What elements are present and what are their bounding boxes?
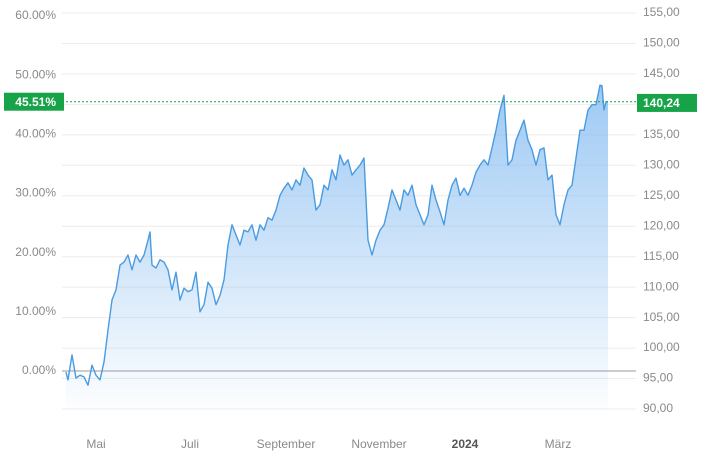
y2-tick-label: 155,00 — [643, 5, 680, 19]
y-tick-label: 10.00% — [15, 304, 56, 318]
y2-tick-label: 105,00 — [643, 310, 680, 324]
current-price-badge — [637, 93, 697, 112]
y-tick-label: 30.00% — [15, 186, 56, 200]
current-percent-label: 45.51% — [15, 95, 56, 109]
y2-tick-label: 130,00 — [643, 157, 680, 171]
area — [66, 85, 608, 409]
y2-tick-label: 120,00 — [643, 218, 680, 232]
y2-tick-label: 90,00 — [643, 401, 673, 415]
y2-tick-label: 145,00 — [643, 66, 680, 80]
y2-tick-label: 125,00 — [643, 188, 680, 202]
x-tick-label: November — [351, 437, 406, 451]
x-tick-label: Mai — [86, 437, 105, 451]
current-percent-badge — [4, 92, 64, 111]
x-tick-label: September — [257, 437, 316, 451]
y-tick-label: 40.00% — [15, 126, 56, 140]
y2-tick-label: 95,00 — [643, 371, 673, 385]
y-tick-label: 60.00% — [15, 8, 56, 22]
y2-tick-label: 115,00 — [643, 249, 679, 263]
y2-tick-label: 135,00 — [643, 127, 680, 141]
y2-tick-label: 150,00 — [643, 36, 680, 50]
y-tick-label: 50.00% — [15, 67, 56, 81]
x-tick-label: März — [545, 437, 572, 451]
y2-tick-label: 100,00 — [643, 340, 680, 354]
y-tick-label: 0.00% — [22, 363, 56, 377]
current-price-label: 140,24 — [643, 96, 680, 110]
y-tick-label: 20.00% — [15, 245, 56, 259]
x-tick-label: Juli — [181, 437, 199, 451]
x-tick-label: 2024 — [452, 437, 479, 451]
y2-tick-label: 110,00 — [643, 279, 679, 293]
line — [65, 84, 609, 386]
